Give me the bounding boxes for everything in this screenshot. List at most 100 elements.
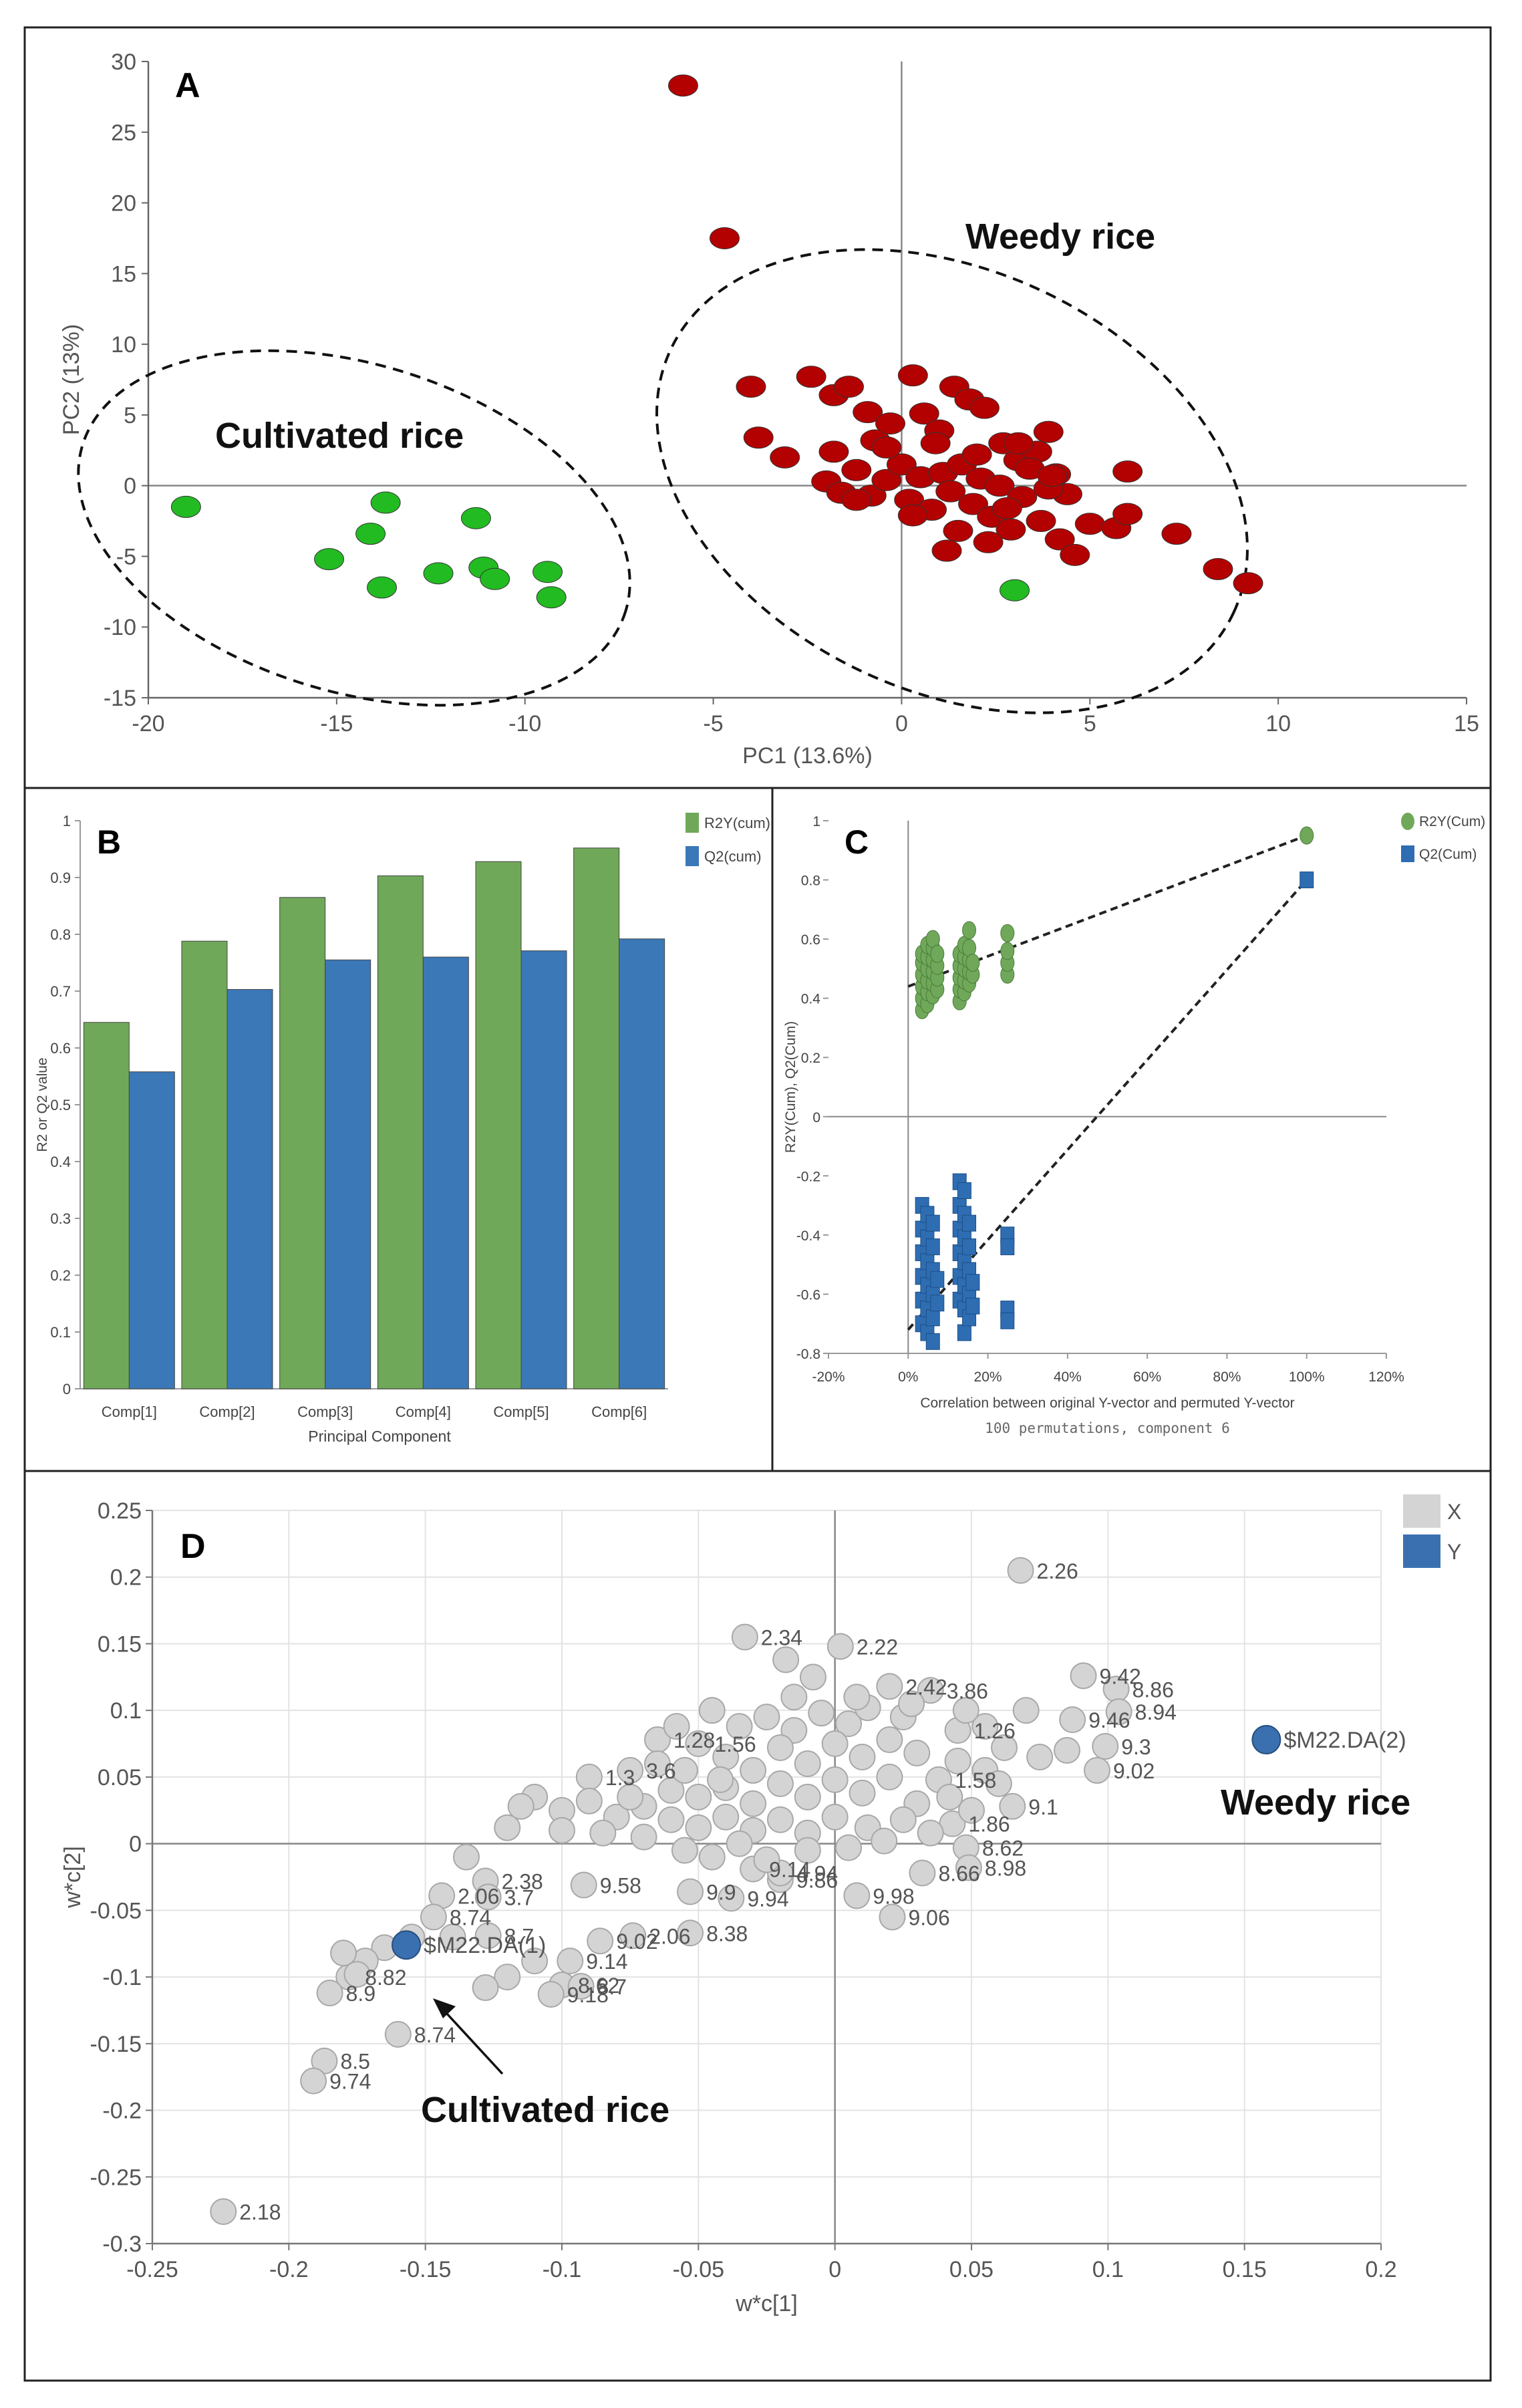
- weedy-point: [871, 469, 902, 491]
- x-tick-label: 60%: [1133, 1369, 1161, 1385]
- loading-point-label: 8.86: [1132, 1678, 1174, 1702]
- loading-point-label: 1.58: [955, 1768, 996, 1792]
- x-tick-label: -0.15: [400, 2257, 452, 2282]
- y-axis-label: R2 or Q2 value: [35, 1057, 50, 1152]
- legend-swatch-x: [1403, 1494, 1440, 1528]
- loading-point: [876, 1763, 903, 1790]
- loading-point: [685, 1783, 712, 1811]
- loading-point-label: 2.06: [458, 1884, 499, 1908]
- x-tick-label: -0.25: [126, 2257, 178, 2282]
- y-tick-label: -5: [116, 544, 136, 569]
- loading-point-label: 8.62: [982, 1837, 1024, 1861]
- loading-point-label: 3.7: [504, 1885, 534, 1909]
- panel-a-frame: [23, 26, 1492, 789]
- y-tick-label: 0.4: [801, 992, 821, 1007]
- cultivated-arrow-head: [433, 1998, 456, 2018]
- y-tick-label: 0.1: [110, 1698, 142, 1724]
- weedy-point: [667, 74, 698, 97]
- q2-bar: [325, 959, 371, 1389]
- loading-point: [991, 1734, 1018, 1762]
- y-tick-label: -15: [104, 686, 136, 711]
- y-tick-label: 1: [812, 814, 820, 829]
- loading-point: [718, 1885, 745, 1912]
- loading-point: [557, 1948, 584, 1975]
- x-tick-label: -5: [703, 711, 723, 737]
- x-tick-label: 80%: [1213, 1369, 1241, 1385]
- loading-point-label: 8.74: [450, 1905, 491, 1929]
- loading-point: [1092, 1733, 1119, 1760]
- loading-point: [549, 1817, 575, 1844]
- weedy-point: [1026, 510, 1056, 533]
- loading-point: [617, 1756, 644, 1784]
- x-tick-label: 0: [828, 2257, 841, 2282]
- loading-point: [384, 2020, 412, 2048]
- weedy-point: [841, 489, 872, 511]
- loading-point-label: 1.3: [605, 1766, 635, 1790]
- loading-point: [821, 1730, 849, 1758]
- loading-point: [944, 1747, 971, 1774]
- q2-point: [962, 1238, 977, 1256]
- loading-point-label: 8.5: [340, 2050, 369, 2074]
- loading-point-label: 3.6: [646, 1759, 675, 1783]
- q2-point: [1000, 1238, 1015, 1256]
- response-point-label: $M22.DA(1): [424, 1933, 546, 1958]
- x-tick-label: -10: [508, 711, 541, 737]
- cultivated-arrow-shaft: [445, 2012, 504, 2075]
- weedy-point: [961, 443, 992, 466]
- loading-point: [567, 1973, 595, 2000]
- y-tick-label: 0.8: [801, 874, 820, 889]
- loading-point-label: 9.46: [1088, 1708, 1130, 1732]
- loading-point: [985, 1770, 1012, 1797]
- loading-point: [876, 1673, 903, 1700]
- loading-point: [753, 1704, 780, 1731]
- legend-label-x: X: [1447, 1500, 1461, 1524]
- x-tick-label: -0.2: [269, 2257, 309, 2282]
- x-tick-label: Comp[2]: [199, 1403, 255, 1420]
- legend-swatch-r2y: [1401, 813, 1414, 830]
- loading-point: [1026, 1743, 1054, 1770]
- weedy-point: [920, 432, 951, 454]
- y-axis-label: PC2 (13%): [59, 324, 84, 435]
- y-tick-label: -10: [104, 615, 136, 640]
- loading-point: [657, 1776, 685, 1804]
- x-axis-label: w*c[1]: [735, 2291, 798, 2316]
- x-tick-label: Comp[4]: [396, 1403, 451, 1420]
- y-tick-label: -0.2: [796, 1169, 820, 1184]
- weedy-point: [1161, 523, 1192, 545]
- loading-point: [685, 1730, 712, 1758]
- loading-point-label: 1.56: [714, 1732, 756, 1756]
- x-tick-label: Comp[6]: [591, 1403, 647, 1420]
- q2-point: [1000, 1312, 1015, 1329]
- weedy-point: [897, 364, 928, 387]
- loading-point: [685, 1814, 712, 1841]
- weedy-point: [886, 453, 917, 476]
- loading-point: [843, 1684, 871, 1711]
- loading-point: [587, 1927, 614, 1955]
- x-tick-label: 120%: [1368, 1369, 1404, 1385]
- y-tick-label: 0.15: [98, 1631, 142, 1657]
- loading-point-label: 9.02: [1113, 1759, 1155, 1783]
- x-tick-label: -15: [320, 711, 353, 737]
- cultivated-point: [532, 561, 563, 583]
- q2-point: [930, 1295, 945, 1312]
- y-tick-label: 20: [111, 191, 136, 217]
- loading-point: [630, 1823, 657, 1851]
- loading-point: [958, 1796, 985, 1824]
- weedy-ellipse: [655, 248, 1249, 714]
- q2-bar: [619, 938, 665, 1389]
- loading-point: [794, 1750, 821, 1777]
- y-tick-label: 0.2: [50, 1267, 71, 1284]
- loading-point: [766, 1806, 794, 1833]
- loading-point-label: 9.86: [796, 1868, 838, 1892]
- panel-c-letter: C: [845, 823, 869, 861]
- loading-point: [330, 1939, 357, 1967]
- loading-point: [210, 2198, 237, 2226]
- weedy-point: [841, 458, 872, 481]
- x-tick-label: -20: [132, 711, 164, 737]
- weedy-point: [1060, 543, 1090, 566]
- legend-label-r2y: R2Y(Cum): [1419, 814, 1485, 829]
- y-tick-label: 0.7: [50, 983, 71, 1000]
- r2y-point: [1000, 942, 1015, 960]
- loading-point: [712, 1803, 740, 1831]
- y-tick-label: 0.8: [50, 926, 71, 943]
